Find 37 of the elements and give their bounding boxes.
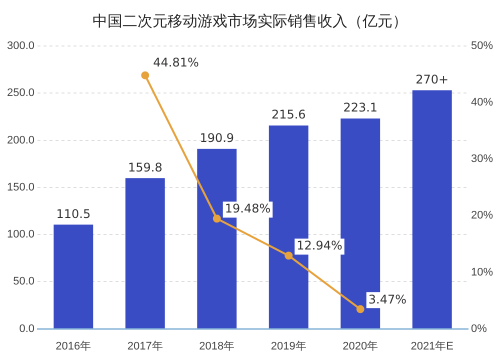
chart-title: 中国二次元移动游戏市场实际销售收入（亿元） — [92, 12, 408, 32]
y-tick-label: 100.0 — [6, 228, 35, 241]
y2-tick-label: 0% — [470, 322, 488, 335]
data-label: 44.81% — [153, 55, 199, 70]
y2-tick-label: 30% — [470, 153, 494, 166]
point — [141, 71, 150, 80]
y-tick-label: 0.0 — [19, 322, 35, 335]
y2-tick-label: 10% — [470, 266, 494, 278]
data-label: 190.9 — [200, 130, 234, 145]
data-label: 270+ — [416, 72, 449, 86]
x-tick-label: 2021年E — [410, 340, 454, 352]
point — [212, 214, 221, 223]
point — [284, 252, 293, 260]
data-label: 12.94% — [296, 238, 342, 253]
y2-tick-label: 20% — [470, 210, 494, 222]
x-tick-label: 2020年 — [342, 340, 378, 352]
bar — [54, 224, 94, 328]
point — [356, 305, 364, 314]
x-tick-label: 2018年 — [199, 340, 235, 352]
x-tick-label: 2019年 — [270, 340, 306, 352]
data-label: 19.48% — [224, 202, 271, 216]
data-label: 159.8 — [128, 160, 162, 174]
y-tick-label: 150.0 — [6, 181, 35, 194]
x-tick-label: 2016年 — [56, 340, 92, 352]
data-label: 215.6 — [271, 108, 306, 122]
data-label: 223.1 — [343, 100, 378, 115]
y-tick-label: 50.0 — [13, 276, 35, 288]
y-tick-label: 300.0 — [6, 40, 35, 52]
y2-tick-label: 40% — [470, 96, 494, 109]
bar — [412, 90, 452, 328]
x-tick-label: 2017年 — [127, 340, 163, 352]
data-label: 3.47% — [368, 292, 406, 306]
y-tick-label: 200.0 — [6, 134, 35, 146]
y2-tick-label: 50% — [470, 40, 494, 52]
data-label: 110.5 — [56, 206, 91, 221]
y-tick-label: 250.0 — [6, 87, 35, 100]
bar — [125, 178, 165, 328]
